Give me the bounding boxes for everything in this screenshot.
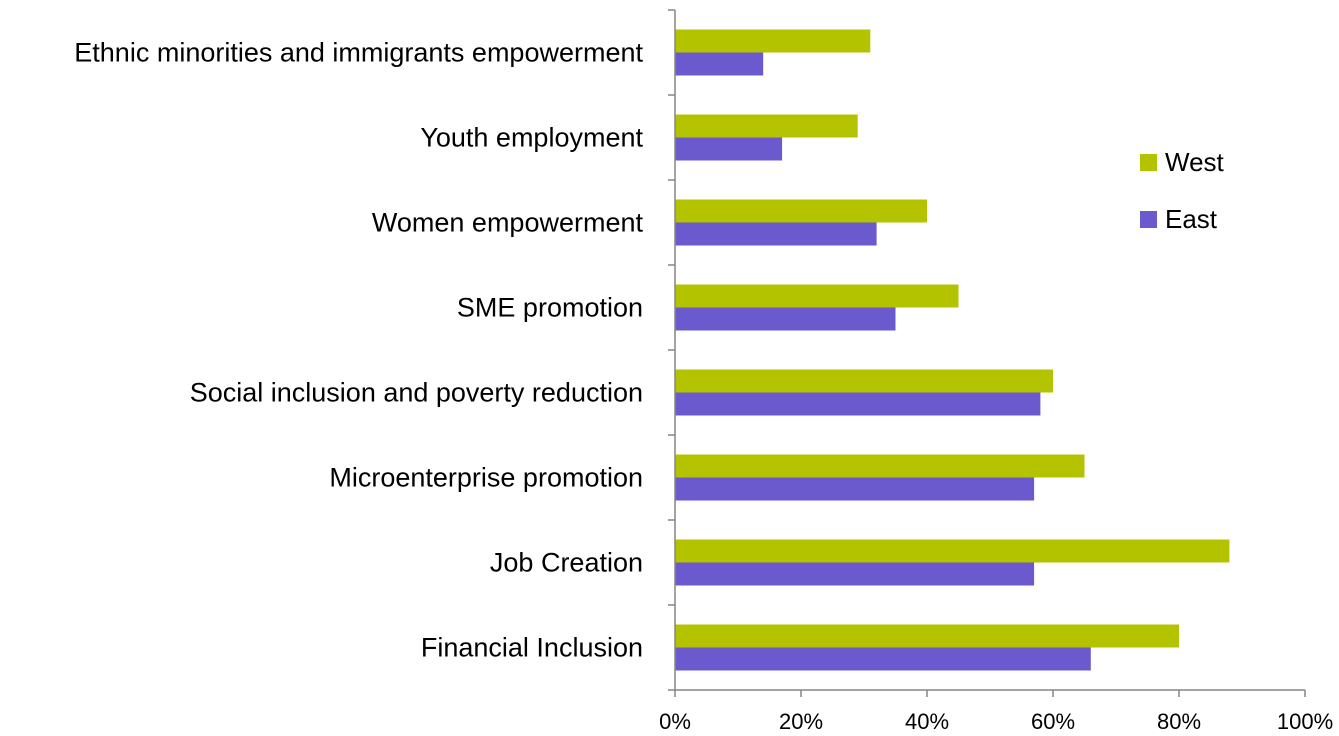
legend: West East	[1140, 147, 1225, 234]
bar-east-ethnic-minorities-and-immigrants-empowerment	[675, 52, 764, 76]
category-label: SME promotion	[457, 293, 643, 323]
category-label: Financial Inclusion	[421, 633, 643, 663]
category-labels: Ethnic minorities and immigrants empower…	[74, 38, 643, 663]
bar-east-women-empowerment	[675, 222, 877, 246]
category-label: Ethnic minorities and immigrants empower…	[74, 38, 643, 68]
bar-west-sme-promotion	[675, 284, 959, 308]
bar-east-financial-inclusion	[675, 647, 1091, 671]
category-label: Microenterprise promotion	[329, 463, 643, 493]
x-tick-label: 20%	[779, 709, 823, 734]
category-label: Social inclusion and poverty reduction	[190, 378, 643, 408]
legend-label-east: East	[1165, 204, 1218, 234]
legend-swatch-east	[1140, 211, 1157, 228]
bar-west-job-creation	[675, 539, 1230, 563]
bar-east-sme-promotion	[675, 307, 896, 331]
axes-group	[668, 9, 1306, 697]
bar-west-youth-employment	[675, 114, 858, 138]
category-label: Women empowerment	[372, 208, 644, 238]
bar-west-financial-inclusion	[675, 624, 1179, 648]
bar-west-women-empowerment	[675, 199, 927, 223]
bar-east-job-creation	[675, 562, 1035, 586]
x-tick-labels: 0% 20% 40% 60% 80% 100%	[659, 709, 1333, 734]
x-tick-label: 80%	[1157, 709, 1201, 734]
x-tick-label: 60%	[1031, 709, 1075, 734]
bar-west-microenterprise-promotion	[675, 454, 1085, 478]
category-label: Job Creation	[490, 548, 643, 578]
legend-swatch-west	[1140, 154, 1157, 171]
bar-east-social-inclusion-and-poverty-reduction	[675, 392, 1041, 416]
bar-west-social-inclusion-and-poverty-reduction	[675, 369, 1053, 393]
bar-west-ethnic-minorities-and-immigrants-empowerment	[675, 29, 871, 53]
legend-label-west: West	[1165, 147, 1225, 177]
bar-east-microenterprise-promotion	[675, 477, 1035, 501]
bar-east-youth-employment	[675, 137, 783, 161]
bars-group	[675, 29, 1230, 671]
x-tick-label: 0%	[659, 709, 691, 734]
category-label: Youth employment	[420, 123, 643, 153]
x-tick-label: 40%	[905, 709, 949, 734]
x-tick-label: 100%	[1277, 709, 1333, 734]
